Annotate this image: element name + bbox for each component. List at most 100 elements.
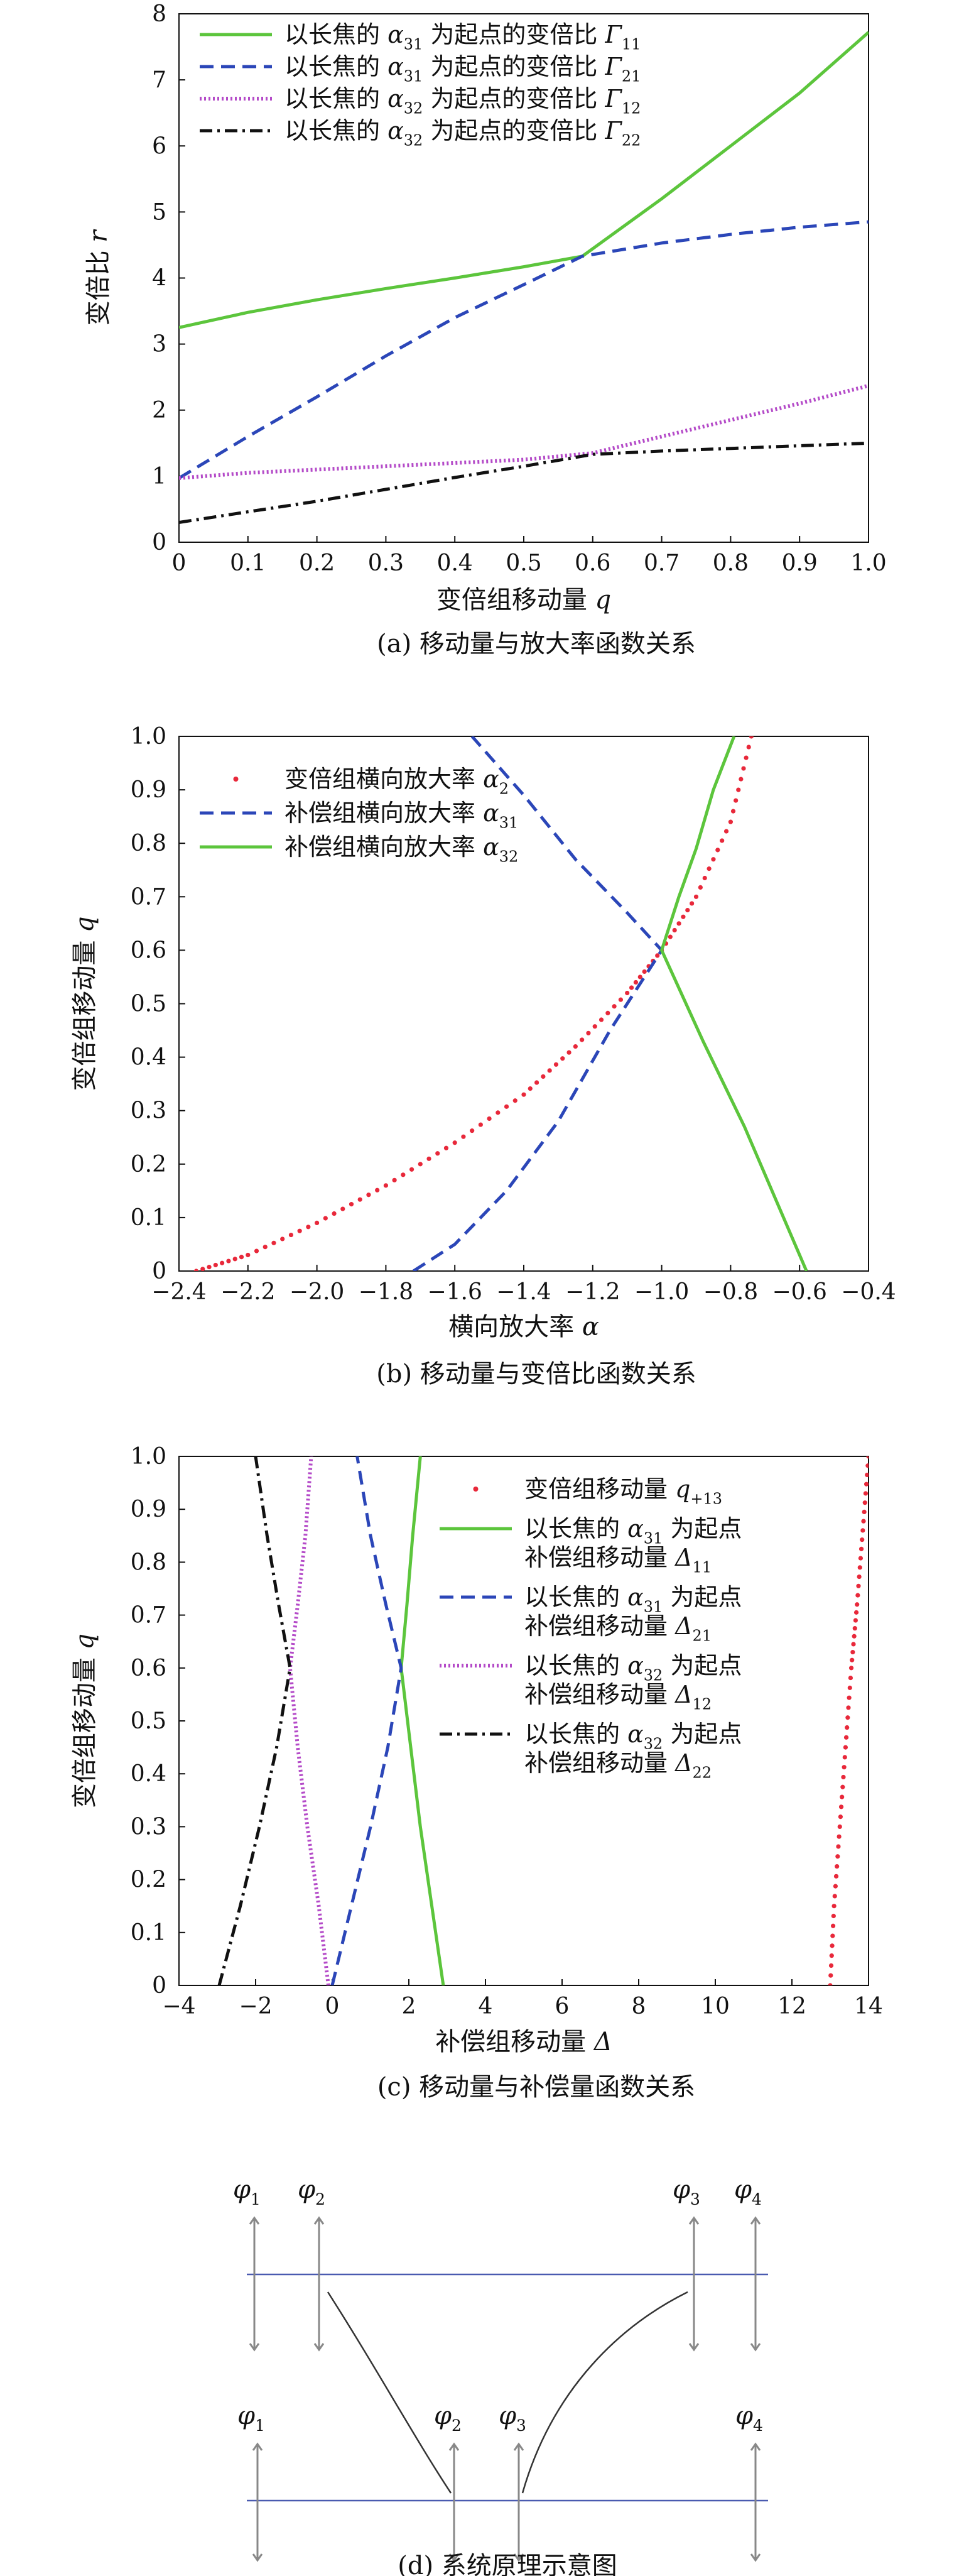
- data-point: [833, 1884, 838, 1889]
- data-point: [851, 1642, 856, 1647]
- data-point: [504, 1104, 509, 1109]
- legend-label: 变倍组横向放大率 α2: [284, 765, 509, 798]
- y-tick-label: 0.3: [131, 1814, 166, 1840]
- series-3-line: [288, 1456, 330, 1985]
- data-point: [349, 1202, 354, 1207]
- data-point: [837, 1824, 842, 1829]
- lens-bottom-3-arrow-top: [513, 2442, 524, 2451]
- x-tick-label: −1.0: [634, 1279, 689, 1305]
- data-point: [383, 1183, 389, 1188]
- data-point: [461, 1134, 466, 1139]
- y-tick-label: 4: [152, 266, 166, 292]
- x-tick-label: 0.4: [437, 550, 473, 576]
- data-point: [841, 1774, 846, 1780]
- y-tick-label: 0.1: [131, 1920, 166, 1946]
- x-tick-label: 0.7: [644, 550, 680, 576]
- y-tick-label: 0.8: [131, 831, 166, 856]
- data-point: [487, 1116, 492, 1122]
- legend-label: 补偿组移动量 Δ11: [524, 1544, 712, 1576]
- data-point: [612, 1004, 617, 1009]
- data-point: [744, 755, 749, 760]
- zoom-group-trajectory: [327, 2291, 452, 2494]
- x-tick-label: 4: [479, 1994, 493, 2019]
- data-point: [213, 1262, 218, 1268]
- data-point: [845, 1725, 850, 1730]
- data-point: [426, 1156, 431, 1161]
- data-point: [720, 838, 725, 843]
- data-point: [435, 1151, 440, 1156]
- data-point: [521, 1092, 526, 1097]
- lens-bottom-2-arrow-bottom: [448, 2553, 460, 2562]
- data-point: [553, 1062, 559, 1067]
- y-tick-label: 1.0: [131, 724, 166, 750]
- legend-label: 以长焦的 α32 为起点: [524, 1652, 742, 1684]
- y-tick-label: 5: [152, 199, 166, 225]
- data-point: [831, 1904, 837, 1909]
- y-tick-label: 6: [152, 133, 166, 159]
- y-tick-label: 2: [152, 398, 166, 423]
- plot-frame: [178, 1456, 869, 1986]
- lens-top-2-arrow-top: [313, 2216, 325, 2225]
- y-tick-label: 0.7: [131, 1603, 166, 1629]
- data-point: [573, 1044, 578, 1049]
- data-point: [668, 934, 673, 939]
- lens-bottom-4-arrow-bottom: [750, 2553, 761, 2562]
- x-tick-label: −1.6: [427, 1279, 482, 1305]
- data-point: [418, 1162, 423, 1167]
- y-tick-label: 0.2: [131, 1867, 166, 1893]
- y-tick-label: 0.3: [131, 1098, 166, 1124]
- y-tick-label: 0.7: [131, 884, 166, 910]
- lens-bottom-2-arrow-top: [448, 2442, 460, 2451]
- data-point: [842, 1755, 847, 1760]
- legend-label: 以长焦的 α31 为起点的变倍比 Γ11: [284, 21, 641, 53]
- lens-top-1-arrow-bottom: [249, 2343, 260, 2352]
- series-0-points: [193, 736, 754, 1271]
- data-point: [232, 1257, 237, 1262]
- data-point: [830, 1933, 835, 1938]
- y-tick-label: 0.1: [131, 1205, 166, 1231]
- data-point: [862, 1509, 867, 1515]
- data-point: [860, 1528, 865, 1533]
- data-point: [845, 1715, 850, 1720]
- legend-label: 补偿组移动量 Δ21: [524, 1612, 712, 1645]
- data-point: [288, 1232, 294, 1238]
- data-point: [254, 1248, 259, 1253]
- data-point: [830, 1923, 836, 1928]
- data-point: [864, 1482, 869, 1487]
- legend-label: 以长焦的 α31 为起点: [524, 1515, 742, 1547]
- data-point: [848, 1675, 853, 1681]
- data-point: [828, 1983, 833, 1985]
- series-4-line: [217, 1456, 292, 1985]
- data-point: [541, 1074, 546, 1079]
- data-point: [736, 787, 741, 792]
- data-point: [852, 1634, 857, 1639]
- data-point: [835, 1864, 840, 1869]
- x-tick-label: 8: [632, 1994, 646, 2019]
- data-point: [592, 1024, 597, 1029]
- data-point: [843, 1735, 849, 1740]
- data-point: [452, 1140, 457, 1145]
- data-point: [633, 980, 639, 985]
- data-point: [702, 875, 707, 881]
- x-tick-label: −2.0: [290, 1279, 344, 1305]
- data-point: [315, 1220, 320, 1226]
- data-point: [855, 1602, 860, 1607]
- lens-top-1-arrow-top: [249, 2216, 260, 2225]
- lens-label-phi-top-2: φ2: [298, 2175, 325, 2208]
- series-1-line: [399, 1456, 445, 1985]
- lens-label-phi-bottom-4: φ4: [735, 2401, 763, 2435]
- legend-label: 以长焦的 α32 为起点: [524, 1720, 742, 1753]
- lens-top-3-arrow-top: [688, 2216, 700, 2225]
- series-1-line: [179, 220, 869, 480]
- data-point: [637, 974, 642, 980]
- data-point: [357, 1197, 362, 1202]
- data-point: [846, 1705, 851, 1710]
- series-0-line: [179, 31, 869, 329]
- lens-label-phi-top-4: φ4: [734, 2175, 762, 2208]
- lens-label-phi-bottom-1: φ1: [237, 2401, 265, 2435]
- x-tick-label: −2: [239, 1994, 272, 2019]
- x-tick-label: 6: [555, 1994, 570, 2019]
- y-tick-label: 7: [152, 67, 166, 93]
- lens-label-phi-bottom-2: φ2: [434, 2401, 462, 2435]
- chart-caption: (c) 移动量与补偿量函数关系: [377, 2073, 695, 2102]
